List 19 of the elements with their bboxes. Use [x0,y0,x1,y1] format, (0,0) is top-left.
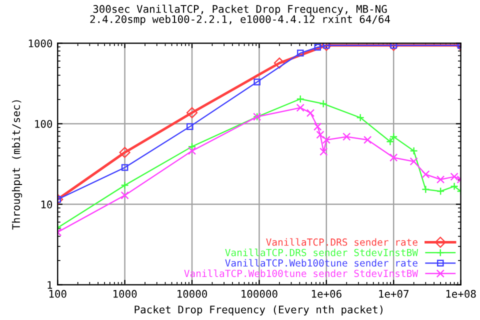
x-tick-label: 100 [49,290,66,298]
legend-label: VanillaTCP.Web100tune sender StdevInstBW [184,270,418,278]
x-tick-label: 10000 [178,290,208,298]
legend-label: VanillaTCP.Web100tune sender rate [225,259,418,267]
x-tick-label: 1e+08 [446,290,476,298]
x-tick-label: 1000 [114,290,137,298]
x-tick-label: 1e+06 [312,290,342,298]
y-tick-label: 1000 [28,39,52,48]
chart-title: 300sec VanillaTCP, Packet Drop Frequency, MB-NG [93,4,387,15]
legend-label: VanillaTCP.DRS sender rate [266,238,418,246]
chart-subtitle: 2.4.20smp web100-2.2.1, e1000-4.4.12 rxint 64/64 [90,15,390,26]
x-axis-title: Packet Drop Frequency (Every nth packet) [134,305,382,316]
x-tick-label: 1e+07 [379,290,408,298]
legend-label: VanillaTCP.DRS sender StdevInstBW [225,248,418,256]
y-axis-title: Throughput (mbit/sec) [12,100,22,230]
y-tick-label: 100 [35,120,52,128]
y-tick-label: 10 [41,200,52,208]
x-tick-label: 100000 [242,290,278,298]
y-tick-label: 1 [48,281,52,289]
